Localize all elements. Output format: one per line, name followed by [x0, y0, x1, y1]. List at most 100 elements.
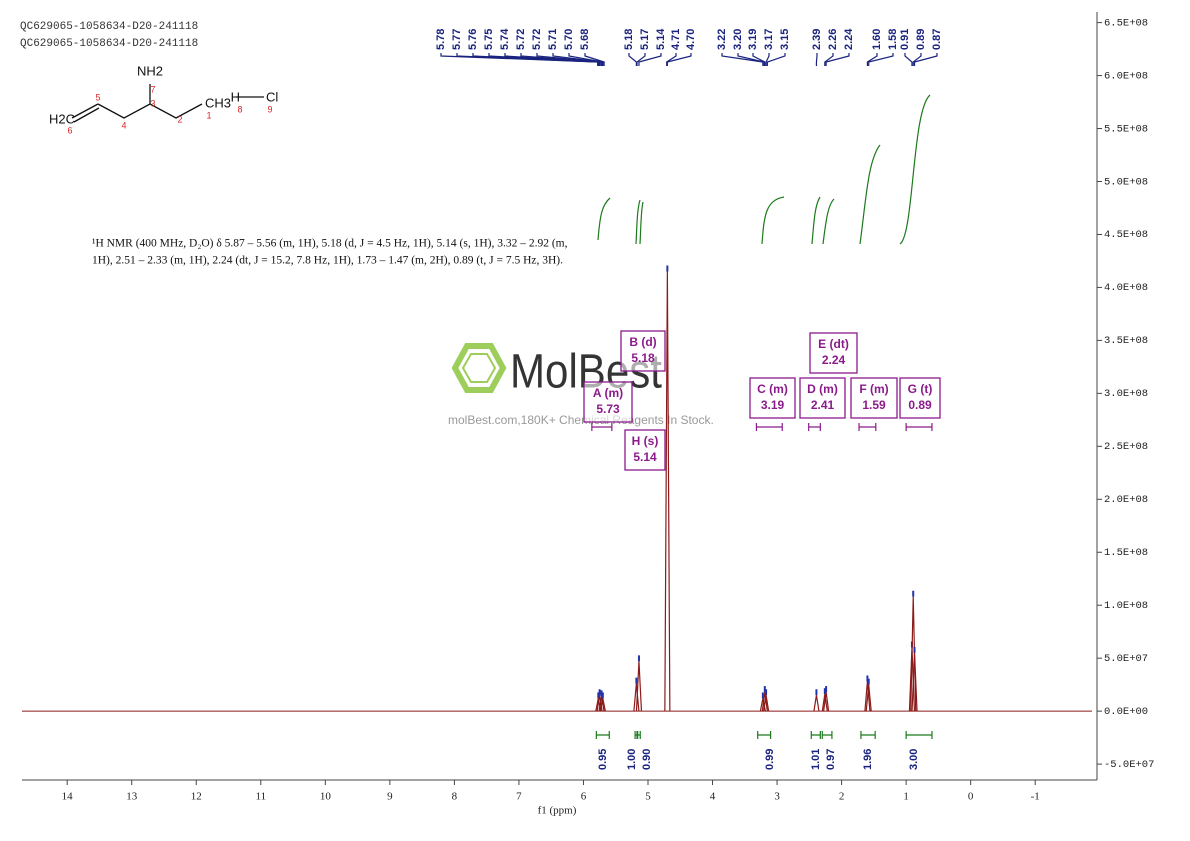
header-line: QC629065-1058634-D20-241118 — [20, 38, 198, 50]
integral-curve — [859, 144, 881, 245]
peak-label: 5.77 — [451, 29, 463, 50]
integral-curve — [597, 197, 611, 241]
peak-label-connector — [568, 53, 604, 66]
peak-label-connector — [536, 53, 603, 66]
peak-label: 5.78 — [435, 29, 447, 50]
multiplet-box — [620, 330, 666, 372]
x-tick-label: 14 — [62, 791, 74, 803]
x-tick-label: 2 — [839, 791, 845, 803]
x-tick-label: 7 — [516, 791, 522, 803]
multiplet-range — [808, 423, 821, 431]
peak-label: 2.24 — [843, 28, 855, 50]
integral-bracket — [860, 731, 876, 739]
peak-label: 5.72 — [515, 29, 527, 50]
x-tick-label: 1 — [903, 791, 909, 803]
integral-curve — [811, 196, 821, 245]
peak-label: 3.19 — [747, 29, 759, 50]
peak-label: 5.76 — [467, 29, 479, 50]
integral-bracket — [757, 731, 772, 739]
peak-label-connector — [628, 53, 637, 66]
integral-curve — [761, 196, 785, 245]
description-line: 1H), 2.51 – 2.33 (m, 1H), 2.24 (dt, J = … — [92, 255, 563, 267]
watermark: MolBest molBest.com,180K+ Chemical Reage… — [448, 343, 714, 427]
y-tick-label: 5.0E+08 — [1104, 176, 1148, 188]
peak-label: 3.20 — [732, 29, 744, 50]
peak-label-connector — [504, 53, 601, 66]
y-tick-label: 4.5E+08 — [1104, 229, 1148, 241]
peak-label: 1.60 — [871, 29, 883, 50]
multiplet-shift: 5.73 — [596, 402, 620, 416]
peak-label: 4.71 — [670, 29, 682, 50]
integral-bracket — [905, 731, 933, 739]
x-tick-label: 13 — [126, 791, 138, 803]
peak-label: 4.70 — [685, 29, 697, 50]
atom-number: 5 — [95, 92, 100, 102]
peak-label-connector — [868, 53, 894, 66]
integral-bracket — [821, 731, 833, 739]
multiplet-range — [858, 423, 877, 431]
watermark-logo — [451, 343, 507, 393]
integral-bracket — [637, 731, 641, 739]
multiplet-box — [850, 377, 898, 419]
multiplet-name: H (s) — [632, 434, 659, 448]
peak-label: 5.68 — [579, 29, 591, 50]
multiplet-shift: 2.24 — [822, 353, 846, 367]
multiplet-shift: 3.19 — [761, 398, 785, 412]
multiplet-shift: 0.89 — [908, 398, 932, 412]
multiplet-name: G (t) — [908, 382, 933, 396]
y-tick-label: 6.0E+08 — [1104, 70, 1148, 82]
multiplet-range — [905, 423, 933, 431]
integral-curve — [639, 201, 644, 245]
integral-label: 1.00 — [626, 749, 638, 770]
peak-label-connector — [666, 53, 677, 66]
multiplet-box — [899, 377, 941, 419]
x-tick-label: 3 — [774, 791, 780, 803]
group-label: Cl — [266, 89, 278, 104]
multiplet-range — [591, 423, 613, 431]
multiplet-name: C (m) — [757, 382, 788, 396]
peak-label-connector — [913, 53, 938, 66]
peak — [821, 694, 828, 712]
integral-curves — [597, 94, 931, 245]
y-tick-label: -5.0E+07 — [1104, 759, 1154, 771]
x-axis-label: f1 (ppm) — [538, 805, 577, 817]
peak-label-connector — [584, 53, 605, 66]
integral-label: 0.90 — [641, 749, 653, 770]
peak-label-connector — [721, 53, 764, 66]
integral-label: 3.00 — [908, 749, 920, 770]
integral-bracket — [810, 731, 821, 739]
peak-label-connector — [825, 53, 850, 66]
atom-number: 9 — [267, 104, 272, 114]
integral-label: 1.96 — [862, 749, 874, 770]
integral-bracket — [595, 731, 610, 739]
y-tick-label: 4.0E+08 — [1104, 282, 1148, 294]
group-label: CH3 — [205, 95, 231, 110]
peak — [813, 695, 820, 712]
multiplet-box — [624, 429, 666, 471]
description-line: ¹H NMR (400 MHz, D₂O) δ 5.87 – 5.56 (m, … — [92, 238, 568, 250]
peak — [633, 683, 640, 712]
atom-number: 6 — [67, 125, 72, 135]
group-label: H — [231, 89, 240, 104]
x-tick-label: 11 — [255, 791, 266, 803]
bond — [71, 84, 264, 123]
multiplet-range — [755, 423, 783, 431]
integral-label: 1.01 — [810, 749, 822, 770]
integral-label: 0.99 — [764, 749, 776, 770]
atom-number: 1 — [206, 110, 211, 120]
multiplet-name: E (dt) — [818, 337, 849, 351]
peak-label: 0.87 — [931, 29, 943, 50]
peak-label-connector — [752, 53, 766, 66]
y-tick-label: 2.0E+08 — [1104, 494, 1148, 506]
x-tick-label: 9 — [387, 791, 393, 803]
peak-label-connector — [552, 53, 603, 66]
peak-label: 1.58 — [887, 29, 899, 50]
peak-label: 2.26 — [827, 29, 839, 50]
multiplet-name: F (m) — [859, 382, 888, 396]
multiplet-shift: 2.41 — [811, 398, 835, 412]
x-tick-label: 10 — [320, 791, 332, 803]
y-tick-label: 3.0E+08 — [1104, 388, 1148, 400]
peak-label-connector — [904, 53, 913, 66]
x-tick-label: 4 — [710, 791, 716, 803]
